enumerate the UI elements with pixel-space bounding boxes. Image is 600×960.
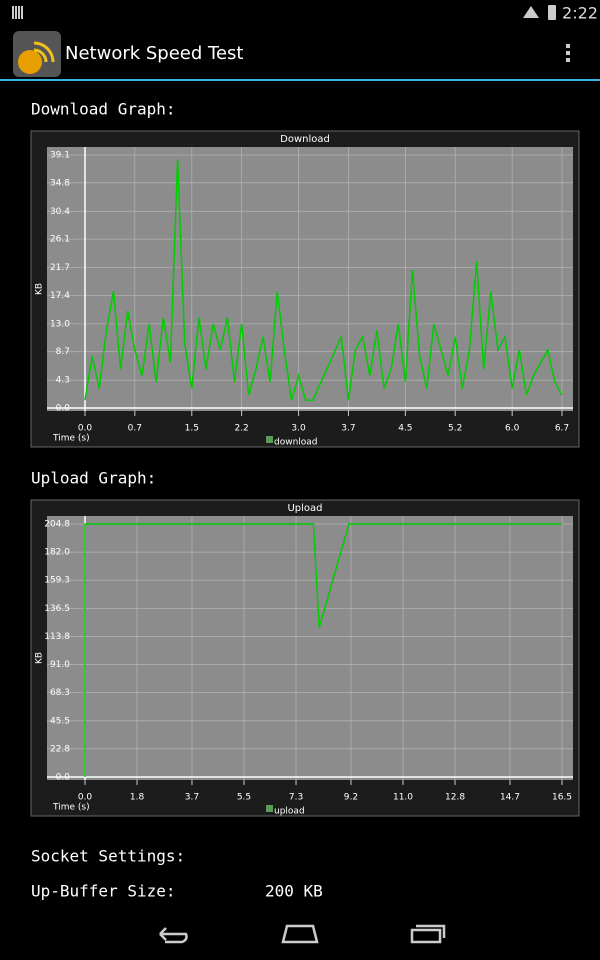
section-heading: Socket Settings: <box>31 847 185 866</box>
x-tick-label: 7.3 <box>289 793 303 803</box>
back-button[interactable] <box>159 927 188 944</box>
x-tick-label: 0.0 <box>78 793 93 803</box>
x-tick-label: 6.0 <box>505 424 520 434</box>
section-heading: Upload Graph: <box>31 469 156 488</box>
y-tick-label: 4.3 <box>56 376 70 386</box>
x-tick-label: 0.7 <box>128 424 142 434</box>
legend-swatch <box>266 805 273 812</box>
x-tick-label: 2.2 <box>234 424 248 434</box>
x-tick-label: 1.5 <box>185 424 199 434</box>
x-tick-label: 14.7 <box>500 793 520 803</box>
y-tick-label: 159.3 <box>44 576 70 586</box>
y-tick-label: 136.5 <box>44 604 70 614</box>
chart-title: Upload <box>287 503 322 514</box>
x-tick-label: 0.0 <box>78 424 93 434</box>
legend-label: upload <box>274 807 305 817</box>
setting-label: Up-Buffer Size: <box>31 882 176 901</box>
x-tick-label: 1.8 <box>130 793 145 803</box>
x-tick-label: 3.7 <box>341 424 355 434</box>
plot-area <box>47 516 573 780</box>
nav-bar <box>159 924 446 944</box>
overflow-menu[interactable] <box>566 44 570 62</box>
x-tick-label: 9.2 <box>344 793 358 803</box>
x-tick-label: 5.2 <box>448 424 462 434</box>
y-tick-label: 204.8 <box>44 520 70 530</box>
clock: 2:22 <box>562 4 598 23</box>
x-tick-label: 5.5 <box>237 793 251 803</box>
y-tick-label: 34.8 <box>50 178 70 188</box>
legend-label: download <box>274 438 318 448</box>
app-icon <box>13 31 61 77</box>
y-axis-label: KB <box>35 283 45 295</box>
x-tick-label: 12.8 <box>445 793 465 803</box>
chart-title: Download <box>280 134 330 145</box>
x-axis-label: Time (s) <box>52 803 90 813</box>
y-tick-label: 113.8 <box>44 632 70 642</box>
y-tick-label: 13.0 <box>50 319 70 329</box>
legend-swatch <box>266 436 273 443</box>
x-tick-label: 3.0 <box>291 424 306 434</box>
y-tick-label: 182.0 <box>44 548 70 558</box>
x-tick-label: 16.5 <box>552 793 572 803</box>
y-tick-label: 45.5 <box>50 716 70 726</box>
chart: Upload 0.0 1.8 3.7 5.5 7.3 9.2 11.0 12.8 14.7 16.5… <box>30 499 580 817</box>
data-line <box>84 159 563 401</box>
y-tick-label: 30.4 <box>50 207 70 217</box>
section-heading: Download Graph: <box>31 100 176 119</box>
setting-value: 200 KB <box>265 882 323 901</box>
home-button[interactable] <box>281 924 319 944</box>
status-bar <box>0 0 600 28</box>
x-axis-label: Time (s) <box>52 434 90 444</box>
y-tick-label: 17.4 <box>50 291 70 301</box>
app-title: Network Speed Test <box>65 43 243 64</box>
app-bar <box>0 28 600 80</box>
y-tick-label: 8.7 <box>56 347 70 357</box>
data-line <box>84 523 562 777</box>
y-tick-label: 91.0 <box>50 660 70 670</box>
status-icons <box>12 5 556 20</box>
y-tick-label: 22.8 <box>50 744 70 754</box>
chart: Download0.00.71.52.23.03.74.55.26.06.70.… <box>30 130 580 448</box>
y-tick-label: 21.7 <box>50 263 70 273</box>
x-tick-label: 6.7 <box>555 424 569 434</box>
y-tick-label: 26.1 <box>50 235 70 245</box>
x-tick-label: 4.5 <box>398 424 412 434</box>
plot-area <box>47 147 573 411</box>
y-tick-label: 39.1 <box>50 151 70 161</box>
x-tick-label: 11.0 <box>393 793 413 803</box>
y-tick-label: 68.3 <box>50 688 70 698</box>
recents-button[interactable] <box>410 924 446 944</box>
y-axis-label: KB <box>35 652 45 664</box>
x-tick-label: 3.7 <box>185 793 199 803</box>
app-bar-divider <box>0 79 600 81</box>
